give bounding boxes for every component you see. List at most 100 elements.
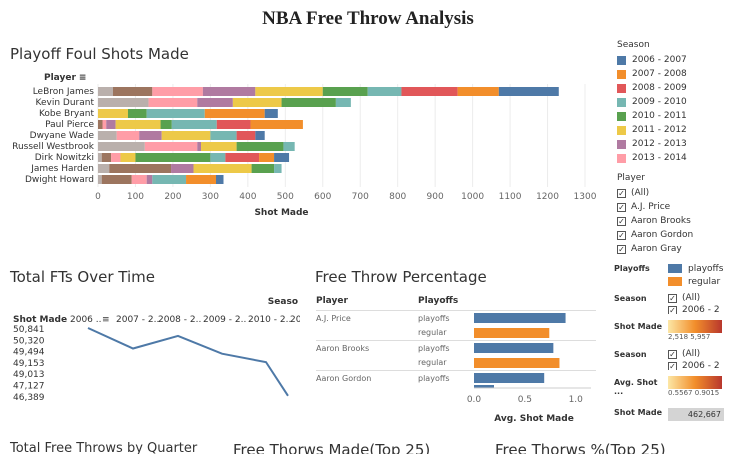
bar-segment[interactable] bbox=[139, 131, 162, 140]
checkbox-checked-icon[interactable]: ✓ bbox=[617, 244, 626, 254]
bar-segment[interactable] bbox=[101, 153, 112, 162]
player-label[interactable]: Russell Westbrook bbox=[12, 142, 95, 152]
bar-segment[interactable] bbox=[98, 175, 102, 184]
bar-segment[interactable] bbox=[127, 109, 147, 118]
bar-segment[interactable] bbox=[274, 164, 282, 173]
bar-segment[interactable] bbox=[112, 87, 153, 96]
pct-bar[interactable] bbox=[474, 328, 550, 338]
bar-segment[interactable] bbox=[498, 87, 559, 96]
bar-segment[interactable] bbox=[250, 120, 303, 129]
season-legend-item[interactable]: 2012 - 2013 bbox=[617, 137, 732, 151]
checkbox-checked-icon[interactable]: ✓ bbox=[668, 361, 677, 370]
bar-segment[interactable] bbox=[171, 164, 194, 173]
bar-segment[interactable] bbox=[186, 175, 217, 184]
bar-segment[interactable] bbox=[236, 131, 256, 140]
bar-segment[interactable] bbox=[201, 142, 237, 151]
player-filter-option[interactable]: ✓ A.J. Price bbox=[617, 200, 732, 214]
checkbox-checked-icon[interactable]: ✓ bbox=[668, 293, 677, 303]
checkbox-checked-icon[interactable]: ✓ bbox=[617, 216, 626, 226]
bar-segment[interactable] bbox=[135, 153, 211, 162]
player-label[interactable]: Kobe Bryant bbox=[39, 109, 94, 119]
season-legend-item[interactable]: 2008 - 2009 bbox=[617, 81, 732, 95]
bar-segment[interactable] bbox=[98, 98, 149, 107]
pct-table-row[interactable]: regular bbox=[316, 325, 596, 340]
checkbox-checked-icon[interactable]: ✓ bbox=[617, 188, 626, 198]
season-legend-item[interactable]: 2010 - 2011 bbox=[617, 109, 732, 123]
bar-segment[interactable] bbox=[236, 142, 284, 151]
bar-segment[interactable] bbox=[120, 153, 136, 162]
season-filter-option[interactable]: ✓ 2006 - 2 bbox=[668, 360, 720, 370]
player-label[interactable]: Dirk Nowitzki bbox=[35, 153, 94, 163]
bar-segment[interactable] bbox=[457, 87, 499, 96]
bar-segment[interactable] bbox=[255, 131, 265, 140]
bar-segment[interactable] bbox=[146, 175, 153, 184]
pct-table-row[interactable]: A.J. Price playoffs bbox=[316, 310, 596, 325]
bar-segment[interactable] bbox=[152, 175, 187, 184]
bar-segment[interactable] bbox=[98, 153, 102, 162]
season-column-label[interactable]: 2007 - 2.. bbox=[116, 315, 159, 325]
bar-segment[interactable] bbox=[264, 109, 278, 118]
bar-segment[interactable] bbox=[111, 153, 121, 162]
bar-segment[interactable] bbox=[98, 142, 145, 151]
bar-segment[interactable] bbox=[251, 164, 275, 173]
player-label[interactable]: Paul Pierce bbox=[45, 120, 94, 130]
season-filter-option[interactable]: ✓ (All) bbox=[668, 292, 720, 304]
player-label[interactable]: LeBron James bbox=[33, 87, 95, 97]
pct-table-row[interactable]: regular bbox=[316, 355, 596, 370]
season-column-label[interactable]: 2010 - 2.. bbox=[248, 315, 291, 325]
bar-segment[interactable] bbox=[322, 87, 368, 96]
bar-segment[interactable] bbox=[232, 98, 282, 107]
checkbox-checked-icon[interactable]: ✓ bbox=[617, 202, 626, 212]
pct-bar-partial[interactable] bbox=[474, 385, 494, 388]
bar-segment[interactable] bbox=[197, 142, 202, 151]
bar-segment[interactable] bbox=[109, 164, 172, 173]
bar-segment[interactable] bbox=[98, 131, 117, 140]
bar-segment[interactable] bbox=[367, 87, 402, 96]
bar-segment[interactable] bbox=[106, 120, 116, 129]
player-filter-option[interactable]: ✓ Aaron Gray bbox=[617, 242, 732, 256]
season-filter-option[interactable]: ✓ (All) bbox=[668, 348, 720, 360]
bar-segment[interactable] bbox=[281, 98, 336, 107]
season-column-label[interactable]: 2009 - 2.. bbox=[203, 315, 246, 325]
season-column-label[interactable]: 2006 .. bbox=[70, 315, 102, 325]
season-column-label[interactable]: 20 bbox=[290, 315, 300, 325]
bar-segment[interactable] bbox=[216, 120, 251, 129]
player-label[interactable]: Kevin Durant bbox=[36, 98, 95, 108]
playoffs-legend-item[interactable]: regular bbox=[668, 275, 723, 288]
pct-bar[interactable] bbox=[474, 358, 560, 368]
bar-segment[interactable] bbox=[259, 153, 275, 162]
season-column-label[interactable]: 2008 - 2.. bbox=[158, 315, 201, 325]
checkbox-checked-icon[interactable]: ✓ bbox=[668, 305, 677, 314]
bar-segment[interactable] bbox=[146, 109, 205, 118]
season-legend-item[interactable]: 2007 - 2008 bbox=[617, 67, 732, 81]
player-label[interactable]: Dwight Howard bbox=[25, 175, 94, 185]
bar-segment[interactable] bbox=[102, 120, 107, 129]
bar-segment[interactable] bbox=[116, 131, 140, 140]
bar-segment[interactable] bbox=[131, 175, 147, 184]
player-filter-option[interactable]: ✓ (All) bbox=[617, 186, 732, 200]
bar-segment[interactable] bbox=[216, 175, 224, 184]
player-column-header[interactable]: Player ≡ bbox=[44, 73, 86, 83]
player-filter-option[interactable]: ✓ Aaron Brooks bbox=[617, 214, 732, 228]
bar-segment[interactable] bbox=[197, 98, 233, 107]
bar-segment[interactable] bbox=[115, 120, 161, 129]
bar-segment[interactable] bbox=[335, 98, 351, 107]
season-legend-item[interactable]: 2011 - 2012 bbox=[617, 123, 732, 137]
bar-segment[interactable] bbox=[152, 87, 203, 96]
checkbox-checked-icon[interactable]: ✓ bbox=[617, 230, 626, 240]
bar-segment[interactable] bbox=[160, 120, 172, 129]
bar-segment[interactable] bbox=[225, 153, 260, 162]
playoffs-legend-item[interactable]: playoffs bbox=[668, 262, 723, 275]
bar-segment[interactable] bbox=[148, 98, 198, 107]
bar-segment[interactable] bbox=[401, 87, 458, 96]
bar-segment[interactable] bbox=[283, 142, 295, 151]
pct-bar[interactable] bbox=[474, 313, 566, 323]
sort-icon[interactable]: ≡ bbox=[78, 73, 87, 83]
bar-segment[interactable] bbox=[101, 175, 132, 184]
bar-segment[interactable] bbox=[255, 87, 323, 96]
bar-segment[interactable] bbox=[204, 109, 265, 118]
bar-segment[interactable] bbox=[171, 120, 217, 129]
bar-segment[interactable] bbox=[202, 87, 256, 96]
season-legend-item[interactable]: 2006 - 2007 bbox=[617, 53, 732, 67]
season-filter-option[interactable]: ✓ 2006 - 2 bbox=[668, 304, 720, 314]
